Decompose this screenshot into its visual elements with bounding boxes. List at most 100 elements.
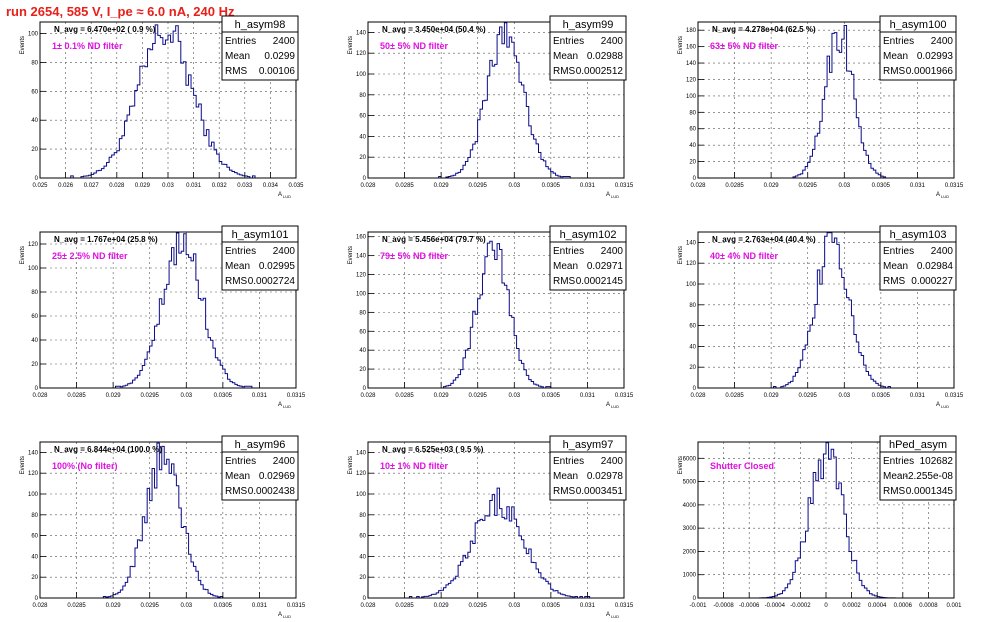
y-tick-label: 20 <box>359 575 366 581</box>
x-tick-label: 0.029 <box>106 603 122 609</box>
stats-label: Entries <box>553 246 584 257</box>
filter-annotation: 25± 2.5% ND filter <box>52 251 128 261</box>
x-tick-label: 0.028 <box>32 603 48 609</box>
y-tick-label: 40 <box>31 554 38 560</box>
filter-annotation: 10± 1% ND filter <box>380 461 448 471</box>
stats-value: 2400 <box>273 36 296 47</box>
x-tick-label: 0.03 <box>508 603 520 609</box>
x-tick-label: 0.0315 <box>287 393 306 399</box>
plot-frame <box>367 441 625 599</box>
stats-box <box>549 435 627 501</box>
filter-annotation: Shutter Closed <box>710 461 774 471</box>
y-tick-label: 160 <box>356 235 367 241</box>
x-tick-label: 0.035 <box>288 183 304 189</box>
stats-label: Mean <box>225 261 250 272</box>
histogram-panel-h_asym98: 0.025 0.026 0.027 0.028 0.029 0.03 0.031 0.032 0… <box>20 15 304 199</box>
x-tick-label: 0.0285 <box>395 183 414 189</box>
stats-value: 0.02969 <box>259 471 296 482</box>
y-tick-label: 2000 <box>683 549 697 555</box>
stats-value: 0.02984 <box>917 261 954 272</box>
y-tick-label: 120 <box>686 261 697 267</box>
stats-value: 0.02978 <box>587 471 624 482</box>
y-tick-label: 100 <box>28 266 39 272</box>
y-tick-label: 80 <box>31 513 38 519</box>
y-tick-label: 60 <box>359 329 366 335</box>
x-tick-label: 0.028 <box>690 393 706 399</box>
x-tick-label: 0.029 <box>764 183 780 189</box>
y-tick-label: 80 <box>689 110 696 116</box>
stats-value: 0.0003451 <box>576 486 624 497</box>
stats-box <box>221 225 299 291</box>
navg-label: N_avg = 3.450e+04 (50.4 %) <box>382 25 486 34</box>
histogram-panel-h_asym99: 0.028 0.0285 0.029 0.0295 0.03 0.0305 0.031 0.0… <box>348 15 634 199</box>
x-axis-label: A <box>606 192 610 198</box>
x-tick-label: 0.031 <box>580 393 596 399</box>
y-tick-label: 140 <box>28 450 39 456</box>
x-tick-label: 0.032 <box>212 183 228 189</box>
x-tick-label: -0.0006 <box>739 603 760 609</box>
stats-label: Entries <box>225 456 256 467</box>
y-tick-label: 0 <box>363 176 367 182</box>
run-title: run 2654, 585 V, I_pe ≈ 6.0 nA, 240 Hz <box>6 4 235 19</box>
stats-value: 2400 <box>601 36 624 47</box>
histogram-title: h_asym98 <box>235 19 286 31</box>
y-tick-label: 100 <box>356 492 367 498</box>
y-tick-label: 40 <box>689 344 696 350</box>
navg-label: N_avg = 6.844e+04 (100.0 %) <box>54 445 162 454</box>
stats-label: Entries <box>553 36 584 47</box>
y-tick-label: 0 <box>693 596 697 602</box>
x-axis-label-subscript: LUD <box>283 404 291 409</box>
histogram-title: hPed_asym <box>889 439 947 451</box>
stats-value: 0.0299 <box>264 51 295 62</box>
navg-label: N_avg = 1.767e+04 (25.8 %) <box>54 235 158 244</box>
filter-annotation: 50± 5% ND filter <box>380 41 448 51</box>
y-tick-label: 40 <box>359 554 366 560</box>
x-tick-label: 0.0004 <box>868 603 887 609</box>
y-axis-label: Events <box>678 36 684 54</box>
x-axis-label-subscript: LUD <box>283 194 291 199</box>
stats-label: RMS <box>553 276 576 287</box>
stats-value: 2400 <box>601 456 624 467</box>
stats-value: 2400 <box>601 246 624 257</box>
x-tick-label: 0.0305 <box>214 603 233 609</box>
filter-annotation: 1± 0.1% ND filter <box>52 41 123 51</box>
x-tick-label: 0.0285 <box>395 603 414 609</box>
y-tick-label: 20 <box>31 362 38 368</box>
y-axis-label: Events <box>20 36 26 54</box>
x-tick-label: 0.0285 <box>67 393 86 399</box>
y-tick-label: 120 <box>28 242 39 248</box>
y-tick-label: 20 <box>689 160 696 166</box>
stats-value: 0.02993 <box>917 51 954 62</box>
y-tick-label: 140 <box>356 254 367 260</box>
y-tick-label: 20 <box>31 147 38 153</box>
x-tick-label: 0.028 <box>109 183 125 189</box>
x-tick-label: 0.03 <box>180 603 192 609</box>
histogram-panel-h_asym100: 0.028 0.0285 0.029 0.0295 0.03 0.0305 0.031 0.0… <box>678 15 964 199</box>
stats-value: 0.0002724 <box>248 276 296 287</box>
filter-annotation: 79± 5% ND filter <box>380 251 448 261</box>
filter-annotation: 63± 5% ND filter <box>710 41 778 51</box>
y-tick-label: 40 <box>31 118 38 124</box>
x-tick-label: 0.028 <box>32 393 48 399</box>
x-tick-label: 0.029 <box>106 393 122 399</box>
x-axis-label-subscript: LUD <box>283 614 291 619</box>
x-tick-label: 0.0305 <box>214 393 233 399</box>
y-tick-label: 60 <box>31 89 38 95</box>
y-tick-label: 140 <box>686 61 697 67</box>
x-tick-label: 0.0006 <box>894 603 913 609</box>
y-tick-label: 20 <box>689 365 696 371</box>
y-tick-label: 4000 <box>683 503 697 509</box>
y-tick-label: 0 <box>35 386 39 392</box>
stats-value: 2400 <box>273 456 296 467</box>
x-tick-label: 0.028 <box>360 183 376 189</box>
stats-box <box>879 225 957 291</box>
y-tick-label: 60 <box>359 534 366 540</box>
y-tick-label: 100 <box>686 94 697 100</box>
x-tick-label: 0.025 <box>32 183 48 189</box>
x-tick-label: 0.029 <box>434 603 450 609</box>
y-tick-label: 0 <box>363 386 367 392</box>
stats-value: 0.0002438 <box>248 486 296 497</box>
stats-value: -2.255e-08 <box>905 471 954 482</box>
stats-label: RMS <box>883 66 906 77</box>
x-tick-label: 0.0305 <box>542 183 561 189</box>
